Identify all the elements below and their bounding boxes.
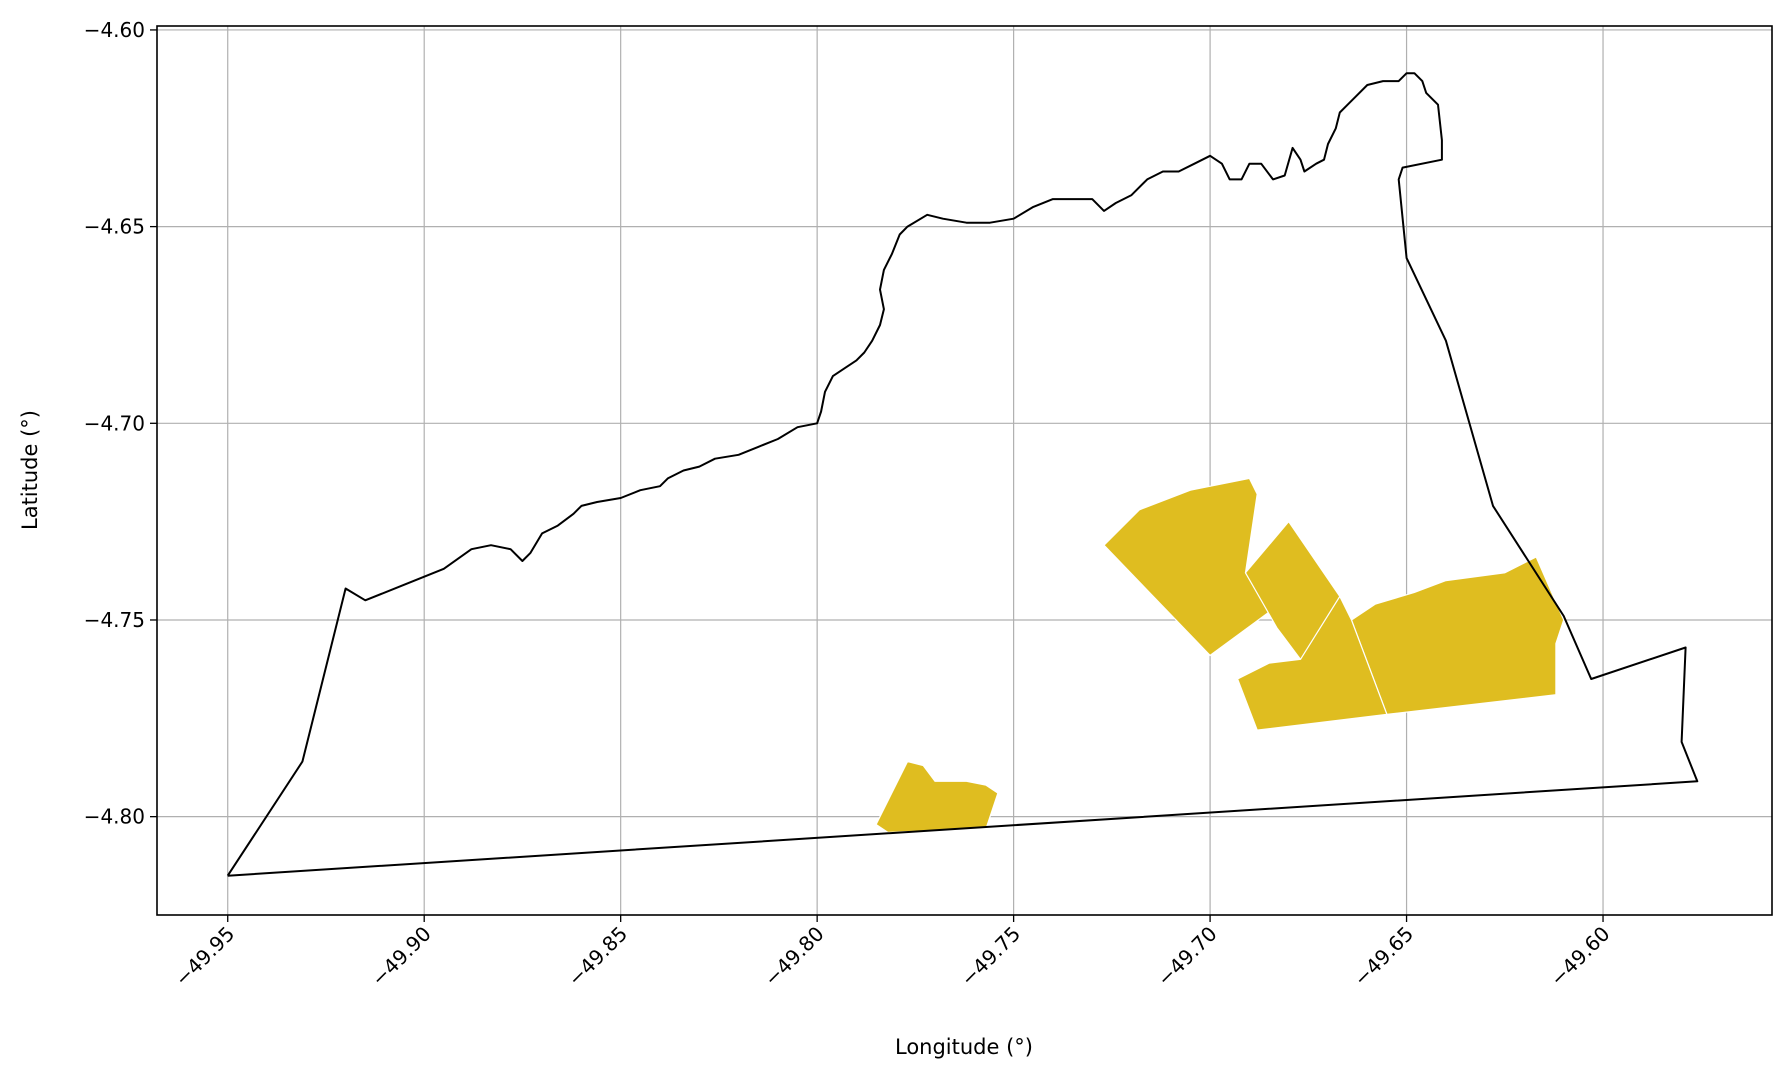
gridlines	[157, 26, 1772, 915]
y-tick-label: −4.70	[84, 411, 145, 435]
y-tick-label: −4.65	[84, 215, 145, 239]
shaded-area-polygon	[1350, 556, 1565, 716]
x-axis-label: Longitude (°)	[895, 1035, 1033, 1059]
shaded-areas	[875, 477, 1565, 834]
plot-frame	[156, 25, 1773, 916]
shaded-area-polygon	[1236, 595, 1388, 731]
boundary-outline	[226, 72, 1699, 877]
y-tick-label: −4.60	[84, 18, 145, 42]
shaded-area-polygon	[1103, 477, 1270, 657]
y-tick-label: −4.75	[84, 608, 145, 632]
y-tick-label: −4.80	[84, 805, 145, 829]
boundary-line	[226, 72, 1699, 877]
y-axis-label: Latitude (°)	[18, 410, 42, 530]
